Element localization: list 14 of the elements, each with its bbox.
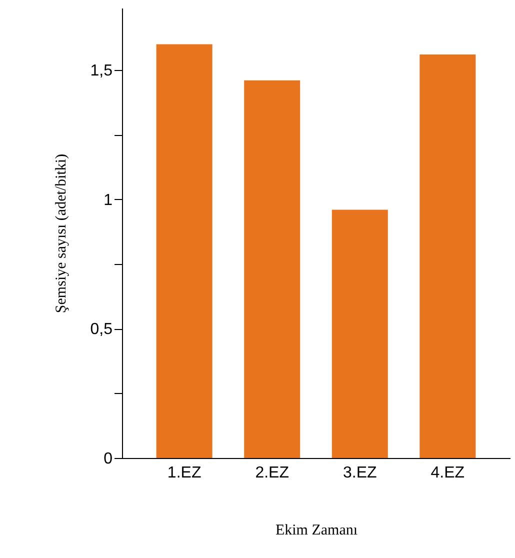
y-tick-label: 0,5: [90, 321, 113, 338]
bar: [156, 44, 212, 458]
y-tick-label: 1: [104, 192, 113, 209]
bar: [332, 210, 388, 458]
x-tick-label: 3.EZ: [342, 464, 378, 482]
x-tick-label: 1.EZ: [167, 464, 202, 482]
x-tick-label: 4.EZ: [430, 464, 465, 482]
y-tick-label: 1,5: [90, 62, 113, 80]
y-tick-label: 0: [104, 450, 113, 468]
x-tick-label: 2.EZ: [255, 464, 290, 482]
bar: [244, 80, 300, 458]
y-axis-title: Şemsiye sayısı (adet/bitki): [53, 154, 70, 314]
bar: [420, 54, 476, 458]
x-axis-title: Ekim Zamanı: [275, 522, 358, 538]
